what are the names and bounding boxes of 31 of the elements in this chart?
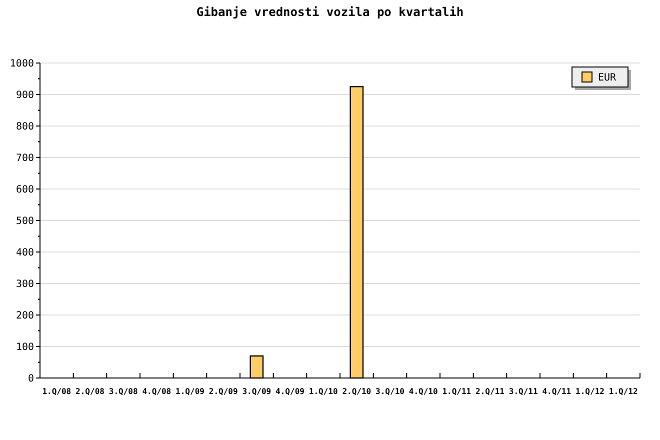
x-tick-label: 4.Q/10 (408, 387, 438, 396)
x-tick-label: 2.Q/10 (342, 387, 372, 396)
y-tick-label: 100 (16, 342, 34, 353)
x-tick-label: 3.Q/09 (242, 387, 272, 396)
x-tick-label: 4.Q/11 (542, 387, 572, 396)
x-tick-label: 2.Q/08 (76, 387, 105, 396)
chart-title: Gibanje vrednosti vozila po kvartalih (196, 5, 464, 19)
x-tick-label: 2.Q/11 (476, 387, 505, 396)
x-tick-label: 1.Q/10 (308, 387, 338, 396)
x-tick-label: 1.Q/11 (442, 387, 472, 396)
y-tick-label: 900 (16, 90, 34, 101)
legend-label: EUR (598, 72, 618, 84)
y-tick-label: 600 (16, 184, 34, 196)
y-tick-label: 700 (16, 153, 34, 164)
x-tick-label: 4.Q/09 (276, 387, 305, 396)
x-tick-label: 2.Q/09 (208, 387, 238, 396)
x-tick-label: 4.Q/08 (142, 387, 172, 396)
x-tick-label: 3.Q/10 (376, 387, 405, 396)
y-tick-label: 800 (16, 122, 34, 132)
x-tick-label: 1.Q/08 (42, 387, 72, 396)
y-tick-label: 0 (28, 374, 34, 384)
x-tick-label: 1.Q/09 (176, 387, 205, 396)
y-tick-label: 200 (16, 310, 34, 322)
y-tick-label: 400 (16, 248, 34, 258)
x-tick-label: 3.Q/11 (508, 387, 538, 396)
x-tick-label: 1.Q/12 (576, 387, 605, 396)
y-tick-label: 1000 (10, 58, 34, 70)
y-tick-label: 300 (16, 279, 34, 290)
x-tick-label: 1.Q/12 (608, 387, 638, 396)
x-tick-label: 3.Q/08 (108, 387, 138, 396)
y-tick-label: 500 (16, 216, 34, 227)
